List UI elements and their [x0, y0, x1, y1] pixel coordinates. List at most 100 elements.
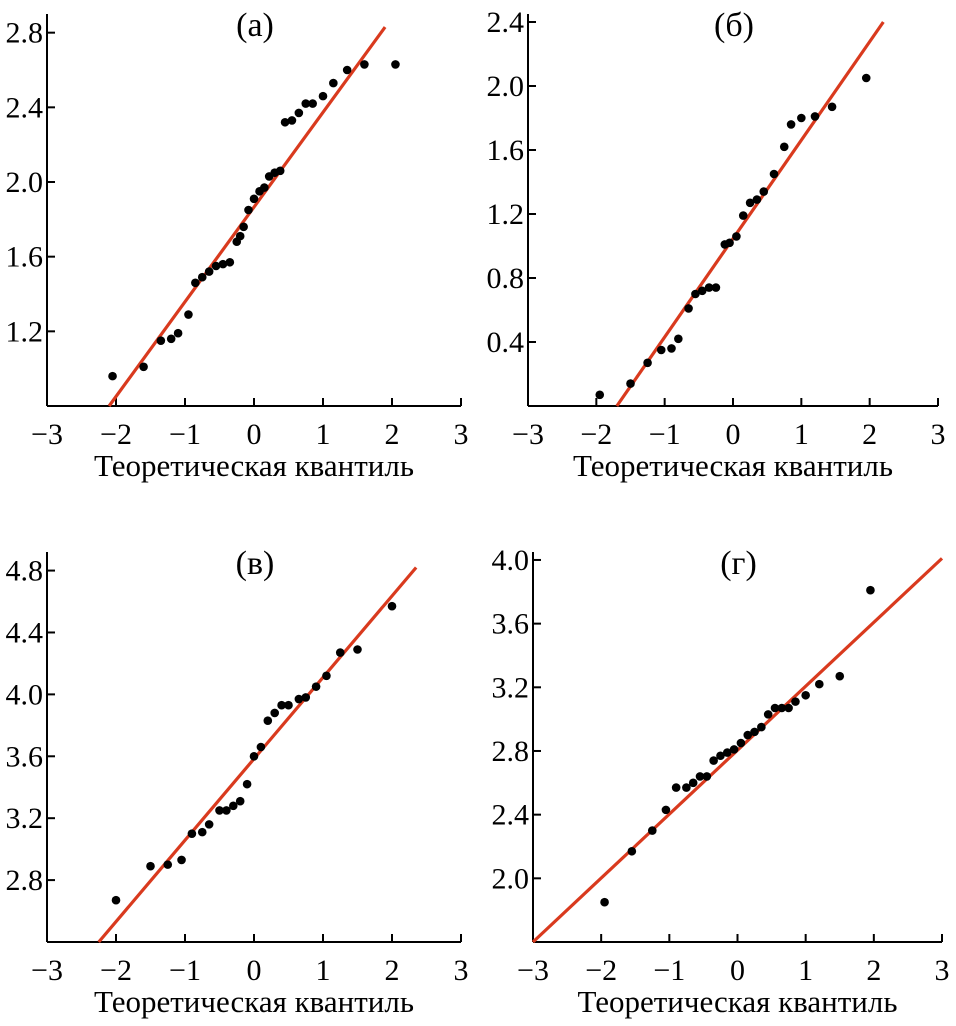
x-tick-label-v: 3 — [454, 954, 469, 987]
data-point-v — [229, 801, 238, 811]
data-point-g — [750, 727, 759, 737]
x-axis-label-v: Теоретическая квантиль — [94, 984, 414, 1019]
data-point-v — [187, 829, 197, 838]
y-tick-label-b: 1.2 — [487, 198, 525, 231]
data-point-b — [684, 304, 693, 313]
data-point-b — [827, 102, 837, 112]
y-tick-label-g: 2.0 — [492, 862, 530, 895]
data-point-b — [667, 344, 676, 353]
y-tick-label-a: 2.8 — [6, 17, 44, 50]
x-tick-label-g: 1 — [798, 954, 813, 987]
panel-a: −3 −2 −1 0 1 2 3 1.2 1.6 2.0 2.4 2.8 (а) Теоретическа… — [6, 7, 469, 483]
data-point-a — [301, 99, 311, 108]
data-point-a — [280, 117, 290, 127]
y-tick-label-b: 0.4 — [487, 326, 525, 359]
data-point-a — [329, 78, 338, 88]
x-tick-label-b: 1 — [794, 418, 809, 451]
data-point-v — [111, 895, 121, 905]
data-point-b — [779, 142, 789, 152]
data-point-a — [108, 371, 117, 381]
data-point-g — [801, 690, 810, 700]
data-point-v — [256, 742, 266, 752]
data-point-v — [263, 716, 273, 725]
data-point-b — [691, 289, 700, 299]
x-tick-label-g: −3 — [517, 954, 549, 987]
y-tick-label-b: 2.0 — [487, 70, 525, 103]
data-point-v — [353, 645, 362, 654]
data-point-b — [759, 187, 769, 196]
data-point-b — [674, 334, 683, 344]
x-tick-label-g: 0 — [730, 954, 745, 987]
y-tick-label-v: 4.4 — [6, 616, 44, 649]
y-tick-label-a: 1.6 — [6, 241, 44, 274]
data-point-g — [866, 585, 875, 595]
x-tick-label-v: −3 — [31, 954, 63, 987]
y-tick-label-g: 4.0 — [492, 544, 530, 577]
y-tick-label-a: 2.4 — [6, 91, 44, 124]
data-point-v — [197, 827, 207, 837]
data-point-a — [204, 267, 214, 276]
panel-title-a: (а) — [236, 7, 274, 44]
data-point-b — [595, 390, 605, 400]
x-axis-label-b: Теоретическая квантиль — [573, 448, 893, 483]
data-point-g — [709, 756, 718, 765]
y-tick-label-g: 3.2 — [492, 671, 530, 704]
x-tick-label-a: −1 — [169, 418, 201, 451]
data-point-b — [711, 283, 721, 292]
y-tick-label-v: 4.8 — [6, 555, 44, 588]
x-tick-label-a: 0 — [247, 418, 262, 451]
data-point-a — [391, 60, 400, 69]
data-point-g — [770, 703, 780, 713]
data-point-a — [294, 108, 304, 118]
x-tick-label-a: −2 — [100, 418, 132, 451]
y-tick-label-a: 2.0 — [6, 166, 44, 199]
data-point-b — [769, 169, 779, 179]
data-point-b — [725, 238, 734, 248]
data-point-b — [861, 73, 871, 83]
y-tick-label-b: 0.8 — [487, 262, 525, 295]
y-tick-label-a: 1.2 — [6, 315, 44, 348]
data-point-v — [249, 751, 259, 761]
data-point-b — [704, 283, 714, 292]
data-point-g — [671, 783, 681, 792]
y-tick-label-b: 2.4 — [487, 6, 525, 39]
y-tick-label-v: 4.0 — [6, 678, 44, 711]
y-tick-label-v: 3.6 — [6, 740, 44, 773]
data-point-b — [656, 345, 666, 355]
panel-title-g: (г) — [720, 545, 757, 582]
data-point-b — [797, 113, 806, 123]
x-tick-label-b: −3 — [512, 418, 544, 451]
data-point-a — [249, 194, 259, 204]
data-point-v — [270, 708, 280, 718]
x-tick-label-g: 2 — [866, 954, 881, 987]
panel-title-v: (в) — [236, 545, 275, 582]
data-point-a — [287, 116, 297, 125]
y-tick-label-b: 1.6 — [487, 134, 525, 167]
x-tick-label-g: −1 — [653, 954, 685, 987]
data-point-a — [318, 91, 328, 101]
data-point-b — [752, 195, 762, 204]
data-point-b — [810, 112, 820, 121]
data-point-a — [360, 60, 369, 69]
x-tick-label-b: 2 — [862, 418, 877, 451]
x-axis-label-a: Теоретическая квантиль — [94, 448, 414, 483]
data-point-v — [242, 779, 252, 789]
data-point-a — [173, 328, 183, 338]
data-point-g — [736, 738, 746, 748]
data-point-v — [284, 700, 293, 710]
y-tick-label-v: 2.8 — [6, 864, 44, 897]
data-point-a — [275, 166, 285, 176]
data-point-v — [163, 860, 173, 869]
data-point-a — [239, 222, 248, 232]
x-tick-label-a: 1 — [316, 418, 331, 451]
data-point-a — [156, 336, 166, 345]
data-point-g — [777, 703, 787, 713]
y-tick-label-v: 3.2 — [6, 802, 44, 835]
data-point-a — [191, 278, 200, 288]
data-point-a — [166, 334, 176, 344]
x-tick-label-v: −2 — [100, 954, 132, 987]
data-point-b — [745, 198, 755, 208]
data-point-g — [763, 710, 773, 719]
data-point-a — [225, 257, 235, 267]
data-point-g — [791, 697, 800, 706]
